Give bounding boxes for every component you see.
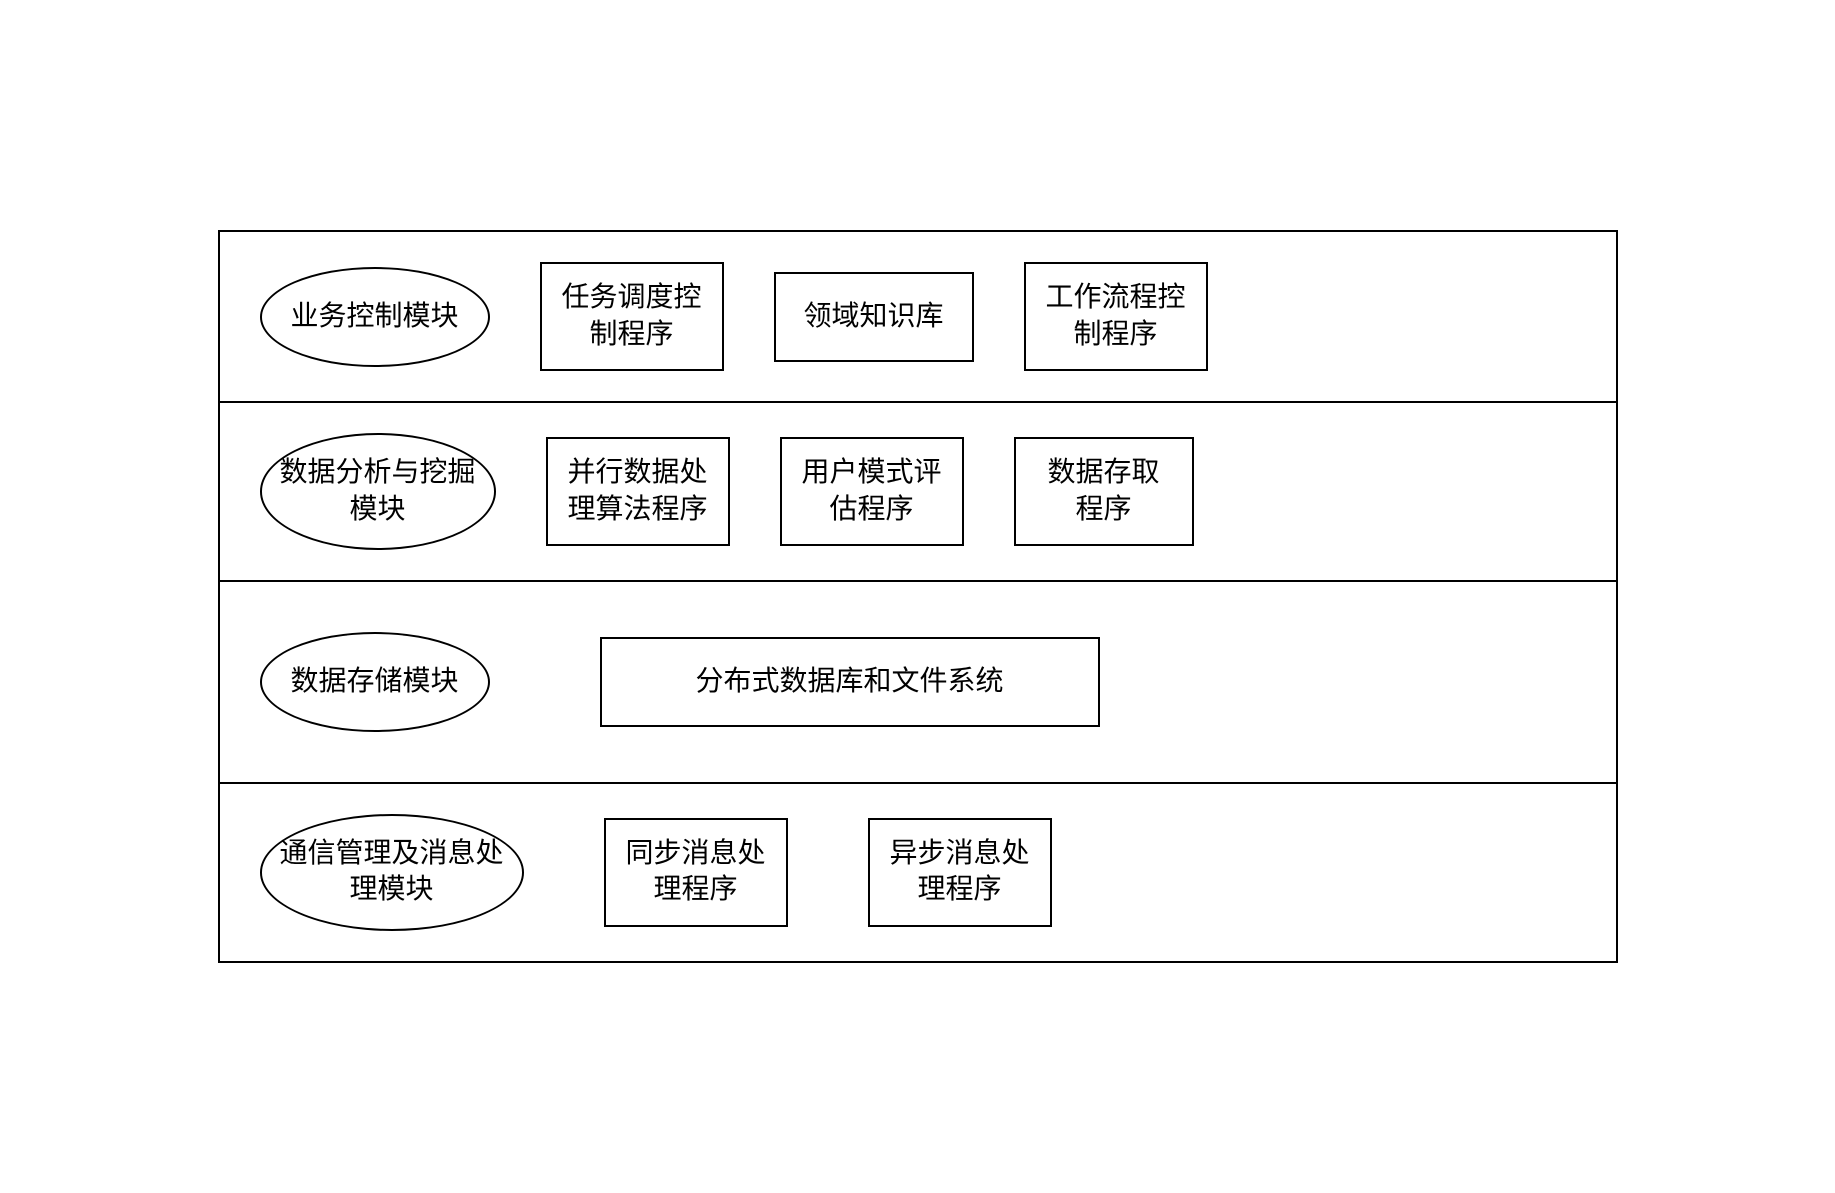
component-parallel-processing: 并行数据处理算法程序 <box>546 437 730 546</box>
label: 数据存储模块 <box>290 664 458 700</box>
module-title-business-control: 业务控制模块 <box>260 267 490 367</box>
component-task-scheduler: 任务调度控制程序 <box>540 262 724 371</box>
component-data-access: 数据存取程序 <box>1014 437 1194 546</box>
architecture-diagram: 业务控制模块 任务调度控制程序 领域知识库 工作流程控制程序 数据分析与挖掘模块… <box>218 230 1618 962</box>
layer-data-storage: 数据存储模块 分布式数据库和文件系统 <box>220 582 1616 784</box>
label: 分布式数据库和文件系统 <box>695 664 1003 700</box>
component-workflow-control: 工作流程控制程序 <box>1024 262 1208 371</box>
label: 工作流程控制程序 <box>1046 280 1186 353</box>
module-title-communication: 通信管理及消息处理模块 <box>260 814 524 931</box>
label: 数据分析与挖掘模块 <box>280 455 476 528</box>
module-title-data-storage: 数据存储模块 <box>260 632 490 732</box>
label: 通信管理及消息处理模块 <box>280 836 504 909</box>
label: 并行数据处理算法程序 <box>568 455 708 528</box>
layer-business-control: 业务控制模块 任务调度控制程序 领域知识库 工作流程控制程序 <box>220 232 1616 403</box>
layer-data-analysis: 数据分析与挖掘模块 并行数据处理算法程序 用户模式评估程序 数据存取程序 <box>220 403 1616 582</box>
component-sync-message: 同步消息处理程序 <box>604 818 788 927</box>
label: 同步消息处理程序 <box>626 836 766 909</box>
label: 异步消息处理程序 <box>890 836 1030 909</box>
label: 用户模式评估程序 <box>802 455 942 528</box>
label: 领域知识库 <box>804 299 944 335</box>
layer-communication: 通信管理及消息处理模块 同步消息处理程序 异步消息处理程序 <box>220 784 1616 961</box>
module-title-data-analysis: 数据分析与挖掘模块 <box>260 433 496 550</box>
component-async-message: 异步消息处理程序 <box>868 818 1052 927</box>
component-domain-kb: 领域知识库 <box>774 272 974 362</box>
label: 任务调度控制程序 <box>562 280 702 353</box>
label: 数据存取程序 <box>1048 455 1160 528</box>
component-distributed-db-fs: 分布式数据库和文件系统 <box>600 637 1100 727</box>
label: 业务控制模块 <box>290 299 458 335</box>
component-user-pattern-eval: 用户模式评估程序 <box>780 437 964 546</box>
